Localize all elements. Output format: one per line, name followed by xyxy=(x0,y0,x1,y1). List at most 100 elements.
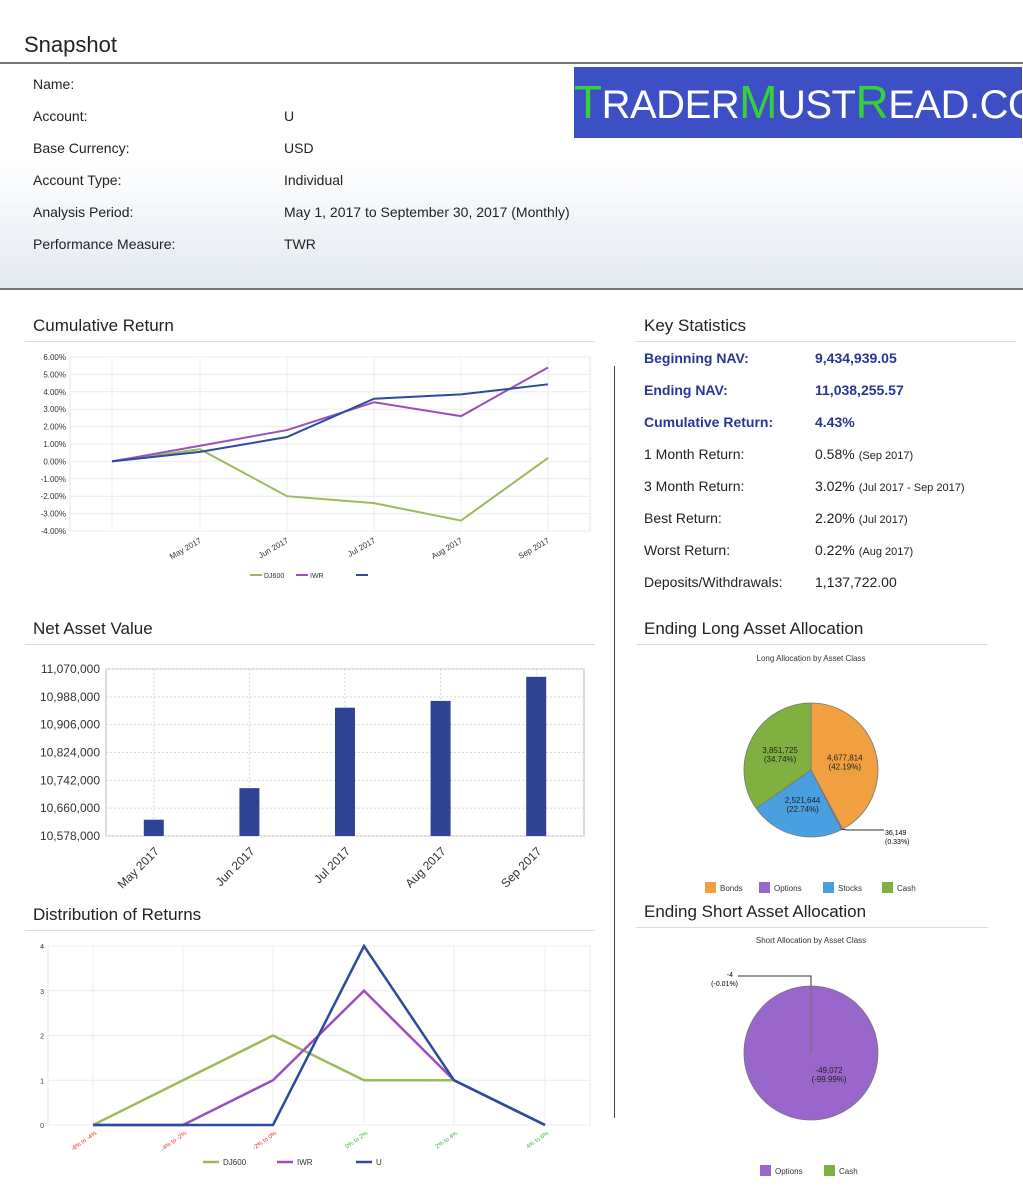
base-currency-value: USD xyxy=(284,140,314,156)
section-rule xyxy=(636,341,1016,342)
banner-part: UST xyxy=(776,83,856,127)
legend-label: Stocks xyxy=(838,884,862,893)
key-stat-value: 11,038,255.57 xyxy=(815,382,904,398)
key-stat-number: 3.02% xyxy=(815,478,855,494)
y-tick-label: 10,906,000 xyxy=(40,718,100,732)
slice-pct-label: (42.19%) xyxy=(829,763,862,772)
key-stat-value: 1,137,722.00 xyxy=(815,574,897,590)
key-stat-number: 9,434,939.05 xyxy=(815,350,897,366)
key-stat-label: Beginning NAV: xyxy=(644,350,749,366)
y-tick-label: 5.00% xyxy=(43,370,66,379)
leader-line xyxy=(738,975,812,986)
y-tick-label: 2 xyxy=(40,1034,44,1041)
pie-title: Long Allocation by Asset Class xyxy=(757,654,866,663)
nav-bar xyxy=(335,707,355,836)
y-tick-label: -2.00% xyxy=(41,492,66,501)
legend-swatch xyxy=(823,882,834,893)
key-stat-number: 4.43% xyxy=(815,414,855,430)
series-line xyxy=(111,448,549,522)
slice-value-label: 2,521,644 xyxy=(785,796,821,805)
slice-value-label: 36,149 xyxy=(885,830,907,837)
x-tick-label: Jul 2017 xyxy=(311,844,353,886)
slice-pct-label: (-99.99%) xyxy=(811,1075,846,1084)
banner-part: RADER xyxy=(601,83,740,127)
x-tick-label: Aug 2017 xyxy=(402,844,448,890)
key-stat-period: (Aug 2017) xyxy=(858,546,914,558)
y-tick-label: 3 xyxy=(40,989,44,996)
account-type-value: Individual xyxy=(284,172,344,188)
key-stat-number: 0.58% xyxy=(815,446,855,462)
key-stat-label: Best Return: xyxy=(644,510,722,526)
key-stat-value: 0.22% (Aug 2017) xyxy=(815,542,913,558)
slice-pct-label: (-0.01%) xyxy=(711,981,738,988)
x-tick-label: Jun 2017 xyxy=(213,844,258,889)
section-rule xyxy=(25,644,595,645)
snapshot-title: Snapshot xyxy=(24,32,117,57)
y-tick-label: 11,070,000 xyxy=(41,662,100,676)
y-tick-label: 4 xyxy=(40,944,44,951)
legend-swatch xyxy=(705,882,716,893)
slice-value-label: 3,851,725 xyxy=(762,746,798,755)
key-stat-label: Ending NAV: xyxy=(644,382,728,398)
y-tick-label: 6.00% xyxy=(43,353,66,362)
key-stat-label: Worst Return: xyxy=(644,542,731,558)
nav-bar xyxy=(430,700,451,836)
series-line xyxy=(111,383,549,463)
legend-swatch xyxy=(760,1165,771,1176)
column-divider xyxy=(614,366,615,1118)
y-tick-label: 3.00% xyxy=(43,405,66,414)
y-tick-label: 0 xyxy=(40,1123,44,1130)
distribution-title: Distribution of Returns xyxy=(33,905,202,924)
legend-label: DJ600 xyxy=(223,1158,247,1167)
banner-part: EAD.COM xyxy=(888,83,1023,127)
x-tick-label: May 2017 xyxy=(168,536,203,562)
legend-label: Cash xyxy=(897,884,916,893)
slice-pct-label: (22.74%) xyxy=(786,805,819,814)
y-tick-label: -4.00% xyxy=(41,527,66,536)
y-tick-label: -3.00% xyxy=(41,510,66,519)
x-tick-label: -2% to 0% xyxy=(252,1130,279,1151)
key-stat-value: 2.20% (Jul 2017) xyxy=(815,510,908,526)
pie-slice xyxy=(810,702,879,830)
key-stat-period: (Jul 2017) xyxy=(858,514,908,526)
key-stat-label: Cumulative Return: xyxy=(644,414,774,430)
banner-part: M xyxy=(739,76,777,128)
key-stat-number: 2.20% xyxy=(815,510,855,526)
key-stat-number: 11,038,255.57 xyxy=(815,382,904,398)
key-statistics-title: Key Statistics xyxy=(644,316,747,335)
account-type-label: Account Type: xyxy=(33,172,122,188)
x-tick-label: 4% to 6% xyxy=(526,1130,551,1150)
y-tick-label: 10,578,000 xyxy=(40,829,100,843)
y-tick-label: 1.00% xyxy=(43,440,66,449)
y-tick-label: 10,824,000 xyxy=(40,746,100,760)
legend-label: Options xyxy=(774,884,802,893)
section-rule xyxy=(636,927,988,928)
slice-value-label: -4 xyxy=(727,972,733,979)
x-tick-label: Jul 2017 xyxy=(346,536,377,559)
analysis-period-label: Analysis Period: xyxy=(33,204,134,220)
key-stat-value: 3.02% (Jul 2017 - Sep 2017) xyxy=(815,478,965,494)
key-stat-label: 1 Month Return: xyxy=(644,446,745,462)
key-stat-value: 4.43% xyxy=(815,414,855,430)
short-allocation-title: Ending Short Asset Allocation xyxy=(644,902,867,921)
legend-label: DJ600 xyxy=(264,573,284,580)
y-tick-label: -1.00% xyxy=(41,475,66,484)
pie-slice xyxy=(755,769,842,838)
series-line xyxy=(93,943,546,1127)
key-stat-number: 0.22% xyxy=(815,542,855,558)
key-stat-period: (Jul 2017 - Sep 2017) xyxy=(858,482,965,494)
slice-pct-label: (34.74%) xyxy=(764,755,797,764)
section-rule xyxy=(636,644,988,645)
y-tick-label: 0.00% xyxy=(43,457,66,466)
legend-label: Options xyxy=(775,1167,803,1176)
base-currency-label: Base Currency: xyxy=(33,140,130,156)
x-tick-label: -4% to -2% xyxy=(160,1130,188,1152)
snapshot-rule xyxy=(0,62,1023,64)
x-tick-label: 0% to 2% xyxy=(345,1130,370,1150)
pie-slice xyxy=(743,702,812,810)
legend-label: Cash xyxy=(839,1167,858,1176)
performance-measure-value: TWR xyxy=(284,236,316,252)
banner-part: T xyxy=(574,76,602,128)
pie-title: Short Allocation by Asset Class xyxy=(756,936,866,945)
account-value: U xyxy=(284,108,295,124)
